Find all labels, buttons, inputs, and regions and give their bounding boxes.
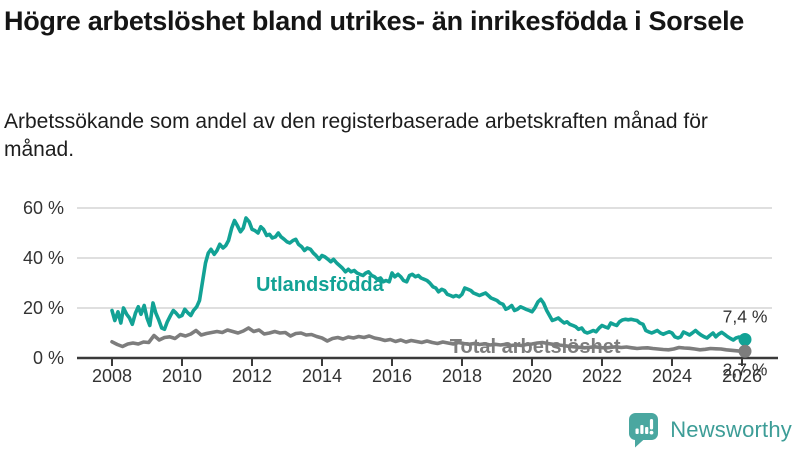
y-tick-label: 40 % (23, 248, 64, 268)
y-tick-label: 20 % (23, 298, 64, 318)
y-tick-label: 0 % (33, 348, 64, 368)
end-dot-1 (738, 344, 752, 358)
x-tick-label: 2022 (582, 366, 622, 386)
series-line-1 (110, 326, 744, 354)
end-value-label-0: 7,4 % (723, 307, 768, 327)
x-tick-label: 2010 (162, 366, 202, 386)
x-tick-label: 2026 (722, 366, 762, 386)
end-dot-0 (738, 333, 752, 346)
page-subtitle: Arbetssökande som andel av den registerb… (4, 110, 708, 161)
bar-chart-speech-bubble-icon (629, 412, 659, 447)
x-tick-label: 2016 (372, 366, 412, 386)
x-tick-label: 2024 (652, 366, 692, 386)
series-label-0: Utlandsfödda (256, 274, 385, 296)
x-tick-label: 2020 (512, 366, 552, 386)
x-tick-label: 2012 (232, 366, 272, 386)
header: Högre arbetslöshet bland utrikes- än inr… (4, 4, 796, 161)
series-label-1: Total arbetslöshet (450, 336, 621, 358)
y-tick-label: 60 % (23, 198, 64, 218)
x-tick-label: 2008 (92, 366, 132, 386)
x-tick-label: 2014 (302, 366, 342, 386)
page-title: Högre arbetslöshet bland utrikes- än inr… (4, 6, 745, 36)
series-line-0 (110, 216, 744, 342)
x-tick-label: 2018 (442, 366, 482, 386)
newsworthy-logo: Newsworthy (628, 411, 792, 449)
brand-name: Newsworthy (670, 417, 792, 442)
end-value-label-1: 2,7 % (723, 359, 768, 379)
